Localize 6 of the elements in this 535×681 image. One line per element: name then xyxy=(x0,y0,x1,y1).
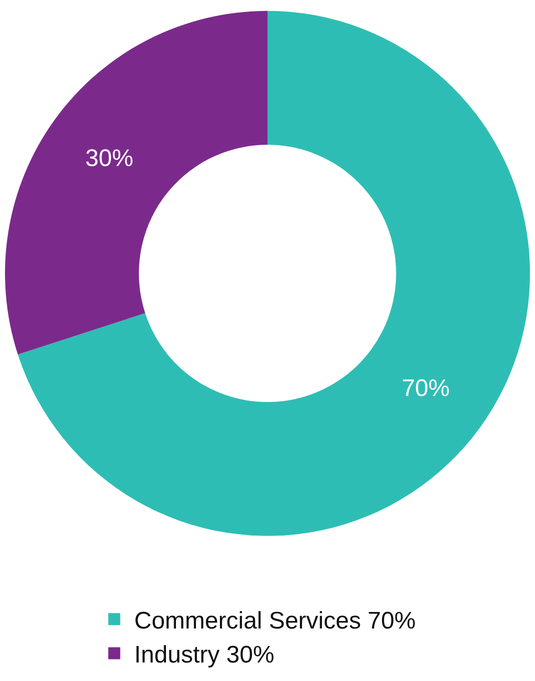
legend-label: Commercial Services 70% xyxy=(134,607,416,634)
legend-label: Industry 30% xyxy=(134,642,274,669)
donut-slice xyxy=(18,10,530,536)
donut-slice xyxy=(6,10,268,355)
data-label: 70% xyxy=(402,374,450,402)
data-label: 30% xyxy=(85,144,134,172)
